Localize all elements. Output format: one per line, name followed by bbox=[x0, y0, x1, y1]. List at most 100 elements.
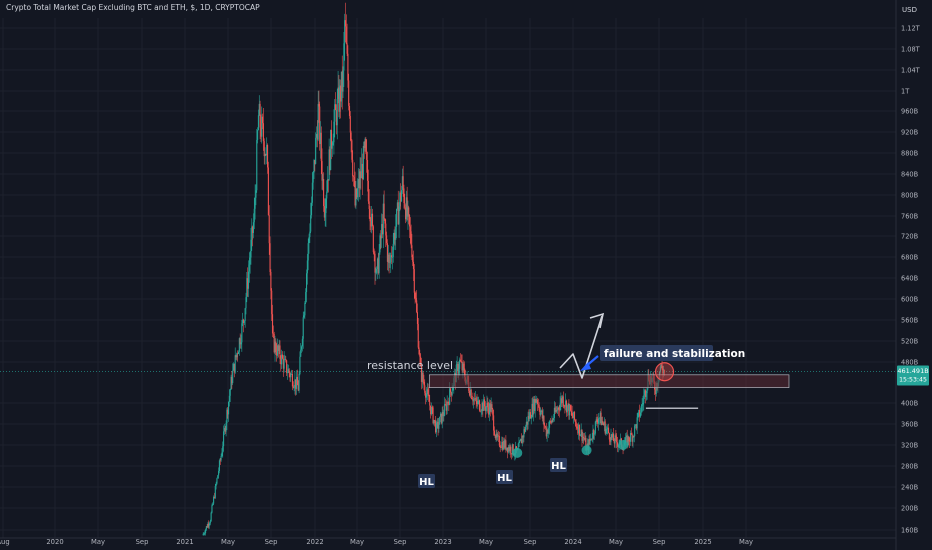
candle-body bbox=[316, 134, 318, 140]
candle-body bbox=[286, 372, 289, 374]
candle-body bbox=[475, 398, 477, 402]
candle-body bbox=[603, 421, 605, 426]
candle-body bbox=[606, 428, 608, 430]
candle-body bbox=[420, 365, 423, 382]
candle-body bbox=[449, 388, 452, 393]
candle-body bbox=[273, 333, 275, 353]
candle-body bbox=[383, 203, 385, 219]
candle-body bbox=[631, 434, 633, 442]
candle-body bbox=[331, 145, 333, 149]
candle-body bbox=[232, 370, 234, 384]
candle-body bbox=[401, 176, 403, 191]
candle-body bbox=[245, 297, 247, 309]
candle-body bbox=[506, 447, 509, 453]
candle-body bbox=[262, 123, 264, 142]
candle-body bbox=[498, 435, 500, 437]
candle-body bbox=[289, 373, 291, 378]
candle-body bbox=[662, 368, 664, 374]
candle-body bbox=[295, 379, 297, 389]
candle-body bbox=[533, 399, 535, 411]
candle-body bbox=[423, 381, 425, 386]
candle-body bbox=[333, 121, 335, 143]
candle-body bbox=[323, 206, 325, 218]
candle-body bbox=[595, 419, 597, 422]
candle-body bbox=[318, 104, 320, 107]
candle-body bbox=[265, 154, 267, 156]
candle-body bbox=[449, 388, 451, 405]
candle-body bbox=[344, 20, 347, 27]
candle-body bbox=[609, 439, 611, 442]
candle-body bbox=[460, 361, 462, 362]
candle-body bbox=[579, 434, 581, 436]
candle-body bbox=[424, 385, 426, 393]
hl-label-box bbox=[496, 470, 513, 484]
candle-body bbox=[242, 319, 244, 324]
candle-body bbox=[532, 403, 534, 415]
candle-body bbox=[539, 410, 541, 415]
candle-body bbox=[314, 160, 316, 164]
candle-body bbox=[305, 273, 308, 293]
candle-body bbox=[582, 436, 584, 441]
candle-body bbox=[434, 419, 436, 421]
candle-body bbox=[478, 400, 481, 411]
candle-body bbox=[556, 409, 558, 411]
candle-body bbox=[603, 423, 605, 426]
candle-body bbox=[624, 437, 627, 443]
currency-label[interactable]: USD bbox=[902, 6, 917, 14]
candle-body bbox=[616, 442, 619, 447]
failure-label: failure and stabilization bbox=[604, 348, 745, 360]
candle-body bbox=[225, 423, 227, 432]
candle-body bbox=[484, 406, 486, 411]
time-tick-label: 2025 bbox=[694, 538, 711, 546]
candle-body bbox=[661, 364, 663, 369]
candle-body bbox=[502, 441, 504, 450]
candle-body bbox=[567, 403, 569, 406]
time-tick-label: May bbox=[479, 538, 493, 546]
candle-body bbox=[444, 404, 447, 405]
failure-label-box bbox=[600, 345, 713, 361]
candle-body bbox=[566, 405, 568, 413]
candle-body bbox=[496, 433, 498, 438]
candle-body bbox=[551, 419, 553, 423]
candle-body bbox=[549, 421, 551, 422]
candle-body bbox=[246, 278, 248, 298]
price-tick-label: 1.12T bbox=[901, 25, 921, 33]
candle-body bbox=[437, 421, 439, 429]
candle-body bbox=[461, 361, 463, 371]
candle-body bbox=[575, 422, 577, 427]
candle-body bbox=[607, 427, 609, 429]
candle-body bbox=[422, 372, 424, 382]
candle-body bbox=[349, 115, 351, 133]
candle-body bbox=[458, 368, 460, 374]
candle-body bbox=[525, 426, 527, 432]
candle-body bbox=[354, 180, 356, 206]
candle-body bbox=[599, 412, 601, 418]
candle-body bbox=[526, 421, 528, 425]
last-price-badge bbox=[897, 365, 929, 386]
candle-body bbox=[313, 160, 315, 173]
candle-body bbox=[482, 402, 484, 411]
candle-body bbox=[456, 364, 458, 365]
candles bbox=[202, 2, 666, 536]
candle-body bbox=[216, 478, 218, 484]
candle-body bbox=[452, 387, 454, 391]
candle-body bbox=[377, 258, 379, 274]
candle-body bbox=[209, 521, 211, 524]
candle-body bbox=[481, 402, 483, 411]
candle-body bbox=[255, 190, 257, 198]
candle-body bbox=[210, 512, 212, 522]
candle-body bbox=[282, 358, 284, 369]
candle-body bbox=[407, 207, 409, 217]
candle-body bbox=[278, 345, 280, 351]
candle-body bbox=[522, 436, 524, 438]
candle-body bbox=[462, 363, 464, 371]
candle-body bbox=[388, 254, 390, 263]
candle-body bbox=[256, 139, 258, 191]
candle-body bbox=[226, 409, 228, 424]
candle-body bbox=[450, 392, 452, 396]
candle-body bbox=[368, 201, 370, 210]
candle-body bbox=[231, 376, 233, 384]
candle-body bbox=[267, 167, 269, 216]
candle-body bbox=[518, 442, 520, 448]
